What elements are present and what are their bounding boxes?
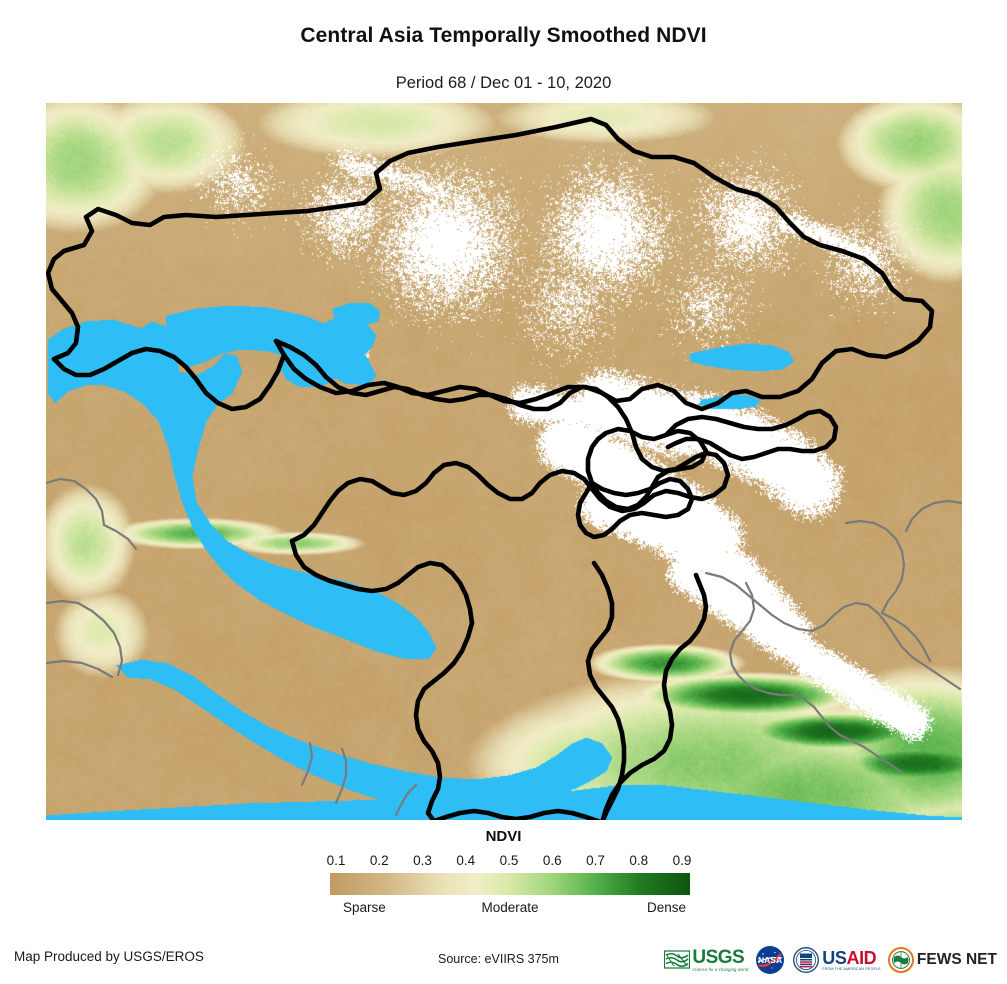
agency-logo-strip: USGS science for a changing world NASA	[664, 941, 997, 979]
legend-tick-0-3: 0.3	[413, 853, 432, 868]
usaid-text-aid: AID	[846, 947, 877, 968]
map-canvas-container[interactable]	[46, 103, 962, 820]
usaid-logo-tagline: FROM THE AMERICAN PEOPLE	[822, 966, 881, 971]
page-title: Central Asia Temporally Smoothed NDVI	[300, 24, 707, 47]
ndvi-legend: NDVI 0.1 0.2 0.3 0.4 0.5 0.6 0.7 0.8 0.9 Sparse …	[0, 828, 1007, 928]
legend-caption-sparse: Sparse	[343, 900, 386, 915]
usgs-logo-text: USGS	[692, 946, 745, 968]
legend-caption-moderate: Moderate	[481, 900, 539, 915]
fews-net-logo-text: FEWS NET	[916, 951, 997, 969]
svg-text:NASA: NASA	[758, 955, 782, 965]
usaid-text-us: US	[822, 947, 847, 968]
page-footer: Map Produced by USGS/EROS Source: eVIIRS…	[0, 935, 1007, 984]
legend-tick-0-7: 0.7	[586, 853, 605, 868]
usgs-wave-icon	[664, 950, 691, 969]
usaid-logo[interactable]: USAID FROM THE AMERICAN PEOPLE	[792, 947, 881, 973]
usgs-logo[interactable]: USGS science for a changing world	[664, 948, 748, 972]
legend-tick-0-9: 0.9	[672, 853, 692, 868]
legend-tick-0-4: 0.4	[456, 853, 476, 868]
producer-credit: Map Produced by USGS/EROS	[14, 949, 204, 964]
fews-globe-icon	[887, 947, 914, 973]
legend-tick-0-1: 0.1	[326, 853, 346, 868]
usgs-logo-tagline: science for a changing world	[692, 966, 749, 972]
legend-title: NDVI	[485, 828, 522, 845]
legend-tick-0-5: 0.5	[499, 853, 519, 868]
page-subtitle: Period 68 / Dec 01 - 10, 2020	[395, 74, 612, 92]
legend-tick-labels: 0.1 0.2 0.3 0.4 0.5 0.6 0.7 0.8 0.9	[326, 853, 692, 871]
legend-color-ramp	[330, 873, 690, 895]
legend-tick-0-8: 0.8	[629, 853, 649, 868]
nasa-meatball-icon: NASA	[756, 946, 785, 974]
legend-tick-0-6: 0.6	[542, 853, 562, 868]
legend-tick-0-2: 0.2	[369, 853, 389, 868]
data-source-credit: Source: eVIIRS 375m	[438, 952, 559, 966]
legend-class-captions: Sparse Moderate Dense	[330, 900, 690, 920]
usaid-seal-icon	[793, 947, 820, 973]
ndvi-raster-map[interactable]	[46, 103, 962, 820]
fews-net-logo[interactable]: FEWS NET	[887, 947, 997, 973]
usaid-logo-text: USAID	[822, 949, 881, 967]
nasa-logo[interactable]: NASA	[755, 945, 785, 975]
legend-caption-dense: Dense	[646, 900, 686, 915]
